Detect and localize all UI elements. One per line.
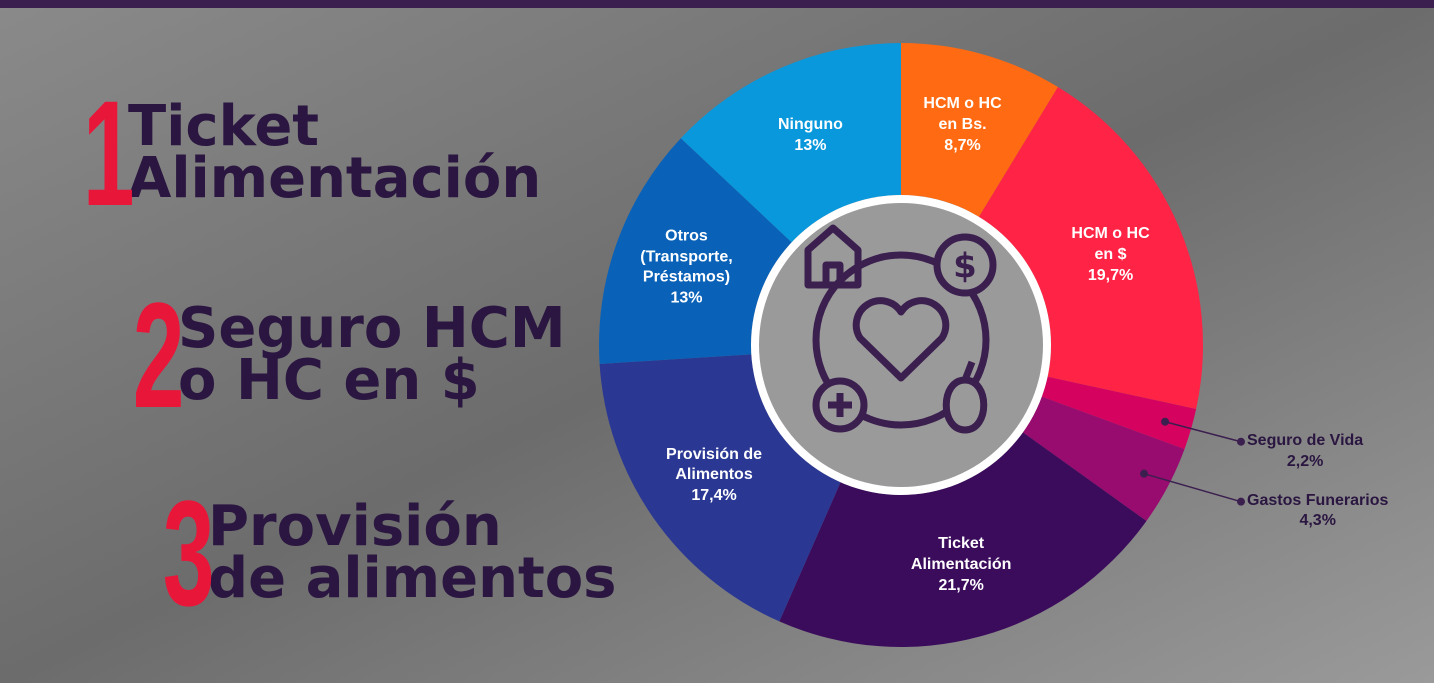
slice-value: 8,7% <box>944 136 981 154</box>
slice-name: Otros (Transporte, Préstamos) <box>640 227 733 286</box>
rank-text: Provisión de alimentos <box>208 494 617 611</box>
slice <box>978 87 1203 410</box>
slice <box>599 138 792 364</box>
slice-name: HCM o HC en $ <box>1071 224 1150 263</box>
slice <box>1041 376 1197 450</box>
slice <box>1022 396 1185 521</box>
rank-number: 3 <box>162 469 215 637</box>
center-icon <box>804 224 997 434</box>
slice-value: 13% <box>794 136 827 154</box>
slice-name: Provisión de Alimentos <box>666 445 763 484</box>
slice-label: Gastos Funerarios 4,3% <box>1247 491 1388 533</box>
slice-name: Ninguno <box>778 115 843 133</box>
slice <box>901 43 1058 217</box>
slice-value: 13% <box>670 289 703 307</box>
slice-name: Ticket Alimentación <box>910 534 1012 573</box>
slice-value: 17,4% <box>691 486 737 504</box>
leader-line <box>1143 472 1242 503</box>
leader-line <box>1164 420 1242 443</box>
slice-name: Gastos Funerarios <box>1247 491 1389 509</box>
slice-value: 21,7% <box>938 576 984 594</box>
slice-value: 19,7% <box>1087 266 1134 284</box>
rank-text: Ticket Alimentación <box>128 94 542 211</box>
leader-dot <box>1237 437 1245 446</box>
slice-label: HCM o HC en $ 19,7% <box>1071 224 1149 286</box>
slice-name: Seguro de Vida <box>1247 431 1364 449</box>
rank-item: 3 Provisión de alimentos <box>140 478 617 628</box>
slice <box>779 432 1147 647</box>
rank-number: 2 <box>132 271 185 439</box>
slice <box>599 354 841 622</box>
top-bar <box>0 0 1434 8</box>
slice <box>680 43 901 243</box>
slice-label: Ninguno 13% <box>778 115 843 157</box>
rank-text: Seguro HCM o HC en $ <box>178 296 566 413</box>
slice-label: Seguro de Vida 2,2% <box>1247 431 1363 473</box>
slice-label: HCM o HC en Bs. 8,7% <box>923 94 1001 156</box>
slice-value: 2,2% <box>1286 452 1324 470</box>
slice-value: 4,3% <box>1299 512 1336 530</box>
inner-circle <box>759 203 1043 487</box>
slice-label: Ticket Alimentación 21,7% <box>911 534 1011 596</box>
dollar-icon: $ <box>953 247 977 287</box>
rank-item: 1 Ticket Alimentación <box>60 78 541 228</box>
slice-name: HCM o HC en Bs. <box>923 95 1002 134</box>
leader-dot <box>1237 497 1245 506</box>
rank-number: 1 <box>82 69 135 237</box>
slice-label: Otros (Transporte, Préstamos) 13% <box>640 226 732 309</box>
rank-item: 2 Seguro HCM o HC en $ <box>110 280 566 430</box>
donut <box>599 43 1203 647</box>
slice-label: Provisión de Alimentos 17,4% <box>666 444 762 506</box>
